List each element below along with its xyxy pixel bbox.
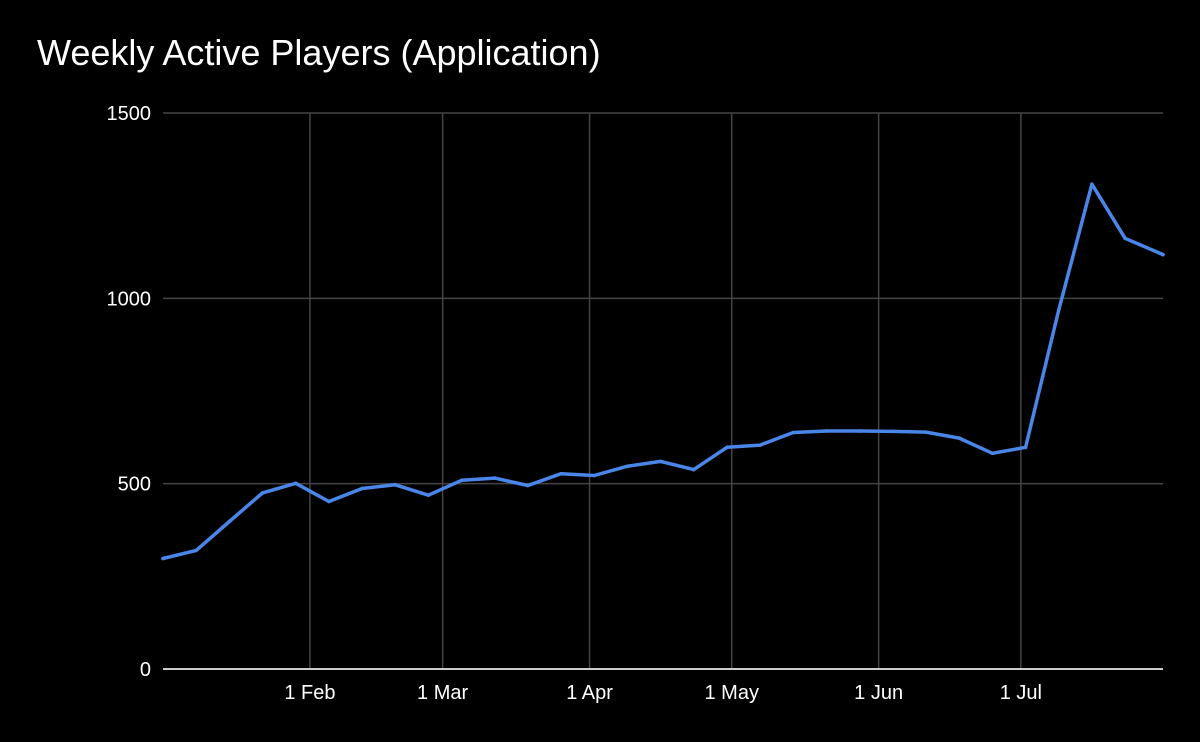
x-tick-label: 1 Feb: [284, 682, 335, 704]
chart-title: Weekly Active Players (Application): [37, 32, 601, 73]
grid-lines: [163, 112, 1163, 669]
data-point: [360, 486, 364, 491]
data-point: [161, 556, 165, 561]
data-point: [824, 429, 829, 433]
data-point: [857, 429, 862, 433]
data-point: [426, 493, 431, 497]
data-point: [692, 467, 696, 472]
data-point: [492, 476, 497, 480]
data-point: [1123, 236, 1127, 241]
data-point: [293, 481, 298, 486]
tick-labels: 0 500 1000 1500 1 Feb 1 Mar 1 Apr 1 May 1 Jun 1 J…: [107, 103, 1042, 704]
data-point: [758, 443, 762, 447]
series-layer: [161, 182, 1165, 561]
y-tick-label: 0: [140, 659, 151, 681]
data-point: [891, 429, 895, 434]
data-point: [459, 478, 464, 483]
x-tick-label: 1 Mar: [417, 682, 468, 704]
data-point: [327, 499, 331, 504]
data-point: [1056, 308, 1061, 312]
data-point: [194, 548, 198, 553]
data-point: [1023, 445, 1028, 450]
data-point: [990, 451, 995, 456]
x-tick-label: 1 May: [704, 682, 758, 704]
data-point: [791, 430, 796, 435]
data-point: [559, 471, 563, 476]
data-point: [725, 445, 729, 450]
data-point: [658, 459, 663, 464]
data-point: [1161, 252, 1165, 257]
y-tick-label: 1500: [107, 103, 152, 125]
data-point: [924, 430, 928, 434]
data-point: [592, 473, 597, 478]
x-tick-label: 1 Apr: [566, 682, 613, 704]
data-point: [393, 482, 398, 487]
y-tick-label: 1000: [107, 288, 152, 310]
data-point: [1090, 182, 1094, 186]
data-point: [526, 483, 530, 488]
data-point: [957, 436, 962, 440]
data-point: [227, 519, 232, 524]
series-line: [161, 182, 1165, 561]
x-tick-label: 1 Jun: [854, 682, 903, 704]
data-point: [260, 491, 265, 495]
data-point: [625, 464, 630, 469]
y-tick-label: 500: [118, 474, 151, 496]
x-tick-label: 1 Jul: [1000, 682, 1042, 704]
